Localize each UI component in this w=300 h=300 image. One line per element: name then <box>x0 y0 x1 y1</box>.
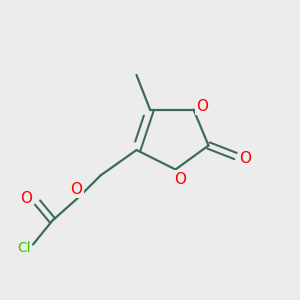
Text: O: O <box>174 172 186 187</box>
Text: O: O <box>70 182 83 196</box>
Text: Cl: Cl <box>17 241 31 254</box>
Text: O: O <box>196 99 208 114</box>
Text: O: O <box>239 151 251 166</box>
Text: O: O <box>20 191 32 206</box>
